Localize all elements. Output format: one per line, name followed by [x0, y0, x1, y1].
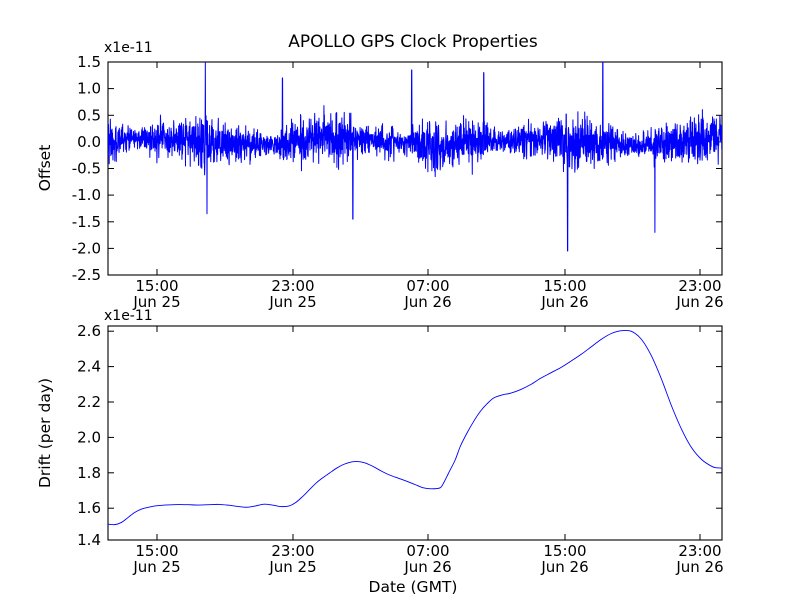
offset-y-axis-label: Offset — [36, 145, 54, 192]
drift-xtick-time-0: 15:00 — [135, 542, 178, 560]
offset-xtick-time-2: 07:00 — [406, 277, 449, 295]
drift-xtick-time-4: 23:00 — [678, 542, 721, 560]
offset-ytick-4: -0.5 — [72, 160, 101, 178]
offset-x-tick-labels: 15:00 Jun 25 23:00 Jun 25 07:00 Jun 26 1… — [132, 277, 723, 311]
drift-ytick-6: 1.4 — [77, 531, 101, 549]
offset-ytick-2: 0.5 — [77, 106, 101, 124]
offset-plot-frame — [107, 61, 723, 276]
drift-plot-frame — [107, 325, 723, 541]
drift-xtick-time-1: 23:00 — [271, 542, 314, 560]
drift-xtick-date-4: Jun 26 — [675, 558, 723, 576]
drift-xtick-date-3: Jun 26 — [540, 558, 588, 576]
offset-ytick-3: 0.0 — [77, 133, 101, 151]
offset-xtick-date-4: Jun 26 — [675, 293, 723, 311]
drift-exponent-label: x1e-11 — [104, 308, 153, 324]
drift-ytick-1: 2.4 — [77, 358, 101, 376]
offset-x-ticks — [156, 62, 701, 275]
drift-y-tick-labels: 2.6 2.4 2.2 2.0 1.8 1.6 1.4 — [77, 322, 101, 549]
offset-xtick-date-2: Jun 26 — [403, 293, 451, 311]
offset-series-line — [108, 62, 722, 252]
offset-ytick-5: -1.0 — [72, 186, 101, 204]
drift-panel: x1e-11 2.6 2.4 2.2 — [36, 308, 724, 596]
offset-xtick-time-1: 23:00 — [271, 277, 314, 295]
offset-xtick-date-1: Jun 25 — [268, 293, 316, 311]
offset-exponent-label: x1e-11 — [104, 40, 153, 56]
drift-ytick-2: 2.2 — [77, 393, 101, 411]
drift-x-tick-labels: 15:00 Jun 25 23:00 Jun 25 07:00 Jun 26 1… — [132, 542, 723, 576]
offset-xtick-time-3: 15:00 — [543, 277, 586, 295]
offset-y-tick-labels: 1.5 1.0 0.5 0.0 -0.5 -1.0 -1.5 -2.0 -2.5 — [72, 53, 101, 284]
drift-x-ticks — [156, 326, 701, 540]
page-title: APOLLO GPS Clock Properties — [288, 32, 538, 52]
drift-xtick-date-1: Jun 25 — [268, 558, 316, 576]
drift-y-axis-label: Drift (per day) — [36, 378, 54, 488]
drift-y-ticks — [108, 330, 722, 541]
drift-ytick-5: 1.6 — [77, 499, 101, 517]
drift-ytick-0: 2.6 — [77, 322, 101, 340]
drift-xtick-time-2: 07:00 — [406, 542, 449, 560]
drift-xtick-time-3: 15:00 — [543, 542, 586, 560]
drift-ytick-3: 2.0 — [77, 428, 101, 446]
drift-xtick-date-0: Jun 25 — [132, 558, 180, 576]
drift-xtick-date-2: Jun 26 — [403, 558, 451, 576]
offset-xtick-date-0: Jun 25 — [132, 293, 180, 311]
offset-xtick-time-4: 23:00 — [678, 277, 721, 295]
drift-series-line — [108, 329, 722, 526]
drift-ytick-4: 1.8 — [77, 464, 101, 482]
offset-y-ticks — [108, 61, 722, 276]
offset-ytick-1: 1.0 — [77, 80, 101, 98]
offset-ytick-8: -2.5 — [72, 266, 101, 284]
offset-xtick-date-3: Jun 26 — [540, 293, 588, 311]
drift-x-axis-label: Date (GMT) — [369, 578, 458, 596]
offset-xtick-time-0: 15:00 — [135, 277, 178, 295]
offset-ytick-0: 1.5 — [77, 53, 101, 71]
offset-panel: APOLLO GPS Clock Properties x1e-11 — [36, 32, 724, 311]
offset-ytick-7: -2.0 — [72, 239, 101, 257]
offset-ytick-6: -1.5 — [72, 213, 101, 231]
